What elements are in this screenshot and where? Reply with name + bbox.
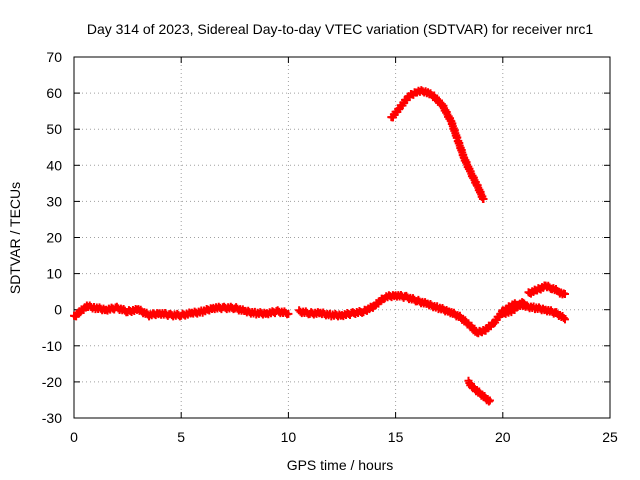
x-tick-label: 20 — [495, 429, 511, 445]
y-tick-label: -20 — [42, 374, 62, 390]
series-lower-segment — [464, 376, 494, 406]
chart-title: Day 314 of 2023, Sidereal Day-to-day VTE… — [87, 21, 593, 37]
y-tick-label: 0 — [54, 302, 62, 318]
tick-labels: 0 5 10 15 20 25 -30 -20 -10 0 10 20 30 40 50 60 70 — [42, 49, 618, 445]
y-tick-label: 40 — [46, 157, 62, 173]
series-late-arc — [524, 281, 569, 299]
grid-lines — [74, 57, 610, 418]
y-tick-label: 20 — [46, 230, 62, 246]
x-tick-label: 10 — [281, 429, 297, 445]
tick-marks — [73, 56, 611, 419]
y-tick-label: 10 — [46, 266, 62, 282]
x-tick-label: 5 — [177, 429, 185, 445]
y-tick-label: -30 — [42, 410, 62, 426]
y-tick-label: 50 — [46, 121, 62, 137]
data-point — [284, 309, 293, 318]
series-upper-arc — [387, 86, 488, 203]
data-point — [479, 194, 488, 203]
y-axis-label: SDTVAR / TECUs — [7, 182, 23, 294]
data-point — [520, 299, 529, 308]
data-point — [560, 315, 569, 324]
data-point — [485, 396, 494, 405]
data-point — [559, 313, 568, 322]
y-tick-label: 30 — [46, 193, 62, 209]
series-right-bump — [498, 298, 529, 318]
x-tick-label: 15 — [388, 429, 404, 445]
data-marks — [70, 86, 569, 406]
series-main-trace — [70, 301, 293, 321]
series-segment-2 — [295, 290, 569, 338]
data-point — [560, 290, 569, 299]
y-tick-label: 60 — [46, 85, 62, 101]
x-tick-label: 25 — [602, 429, 618, 445]
x-axis-label: GPS time / hours — [287, 457, 394, 473]
y-tick-label: -10 — [42, 338, 62, 354]
y-tick-label: 70 — [46, 49, 62, 65]
x-tick-label: 0 — [70, 429, 78, 445]
